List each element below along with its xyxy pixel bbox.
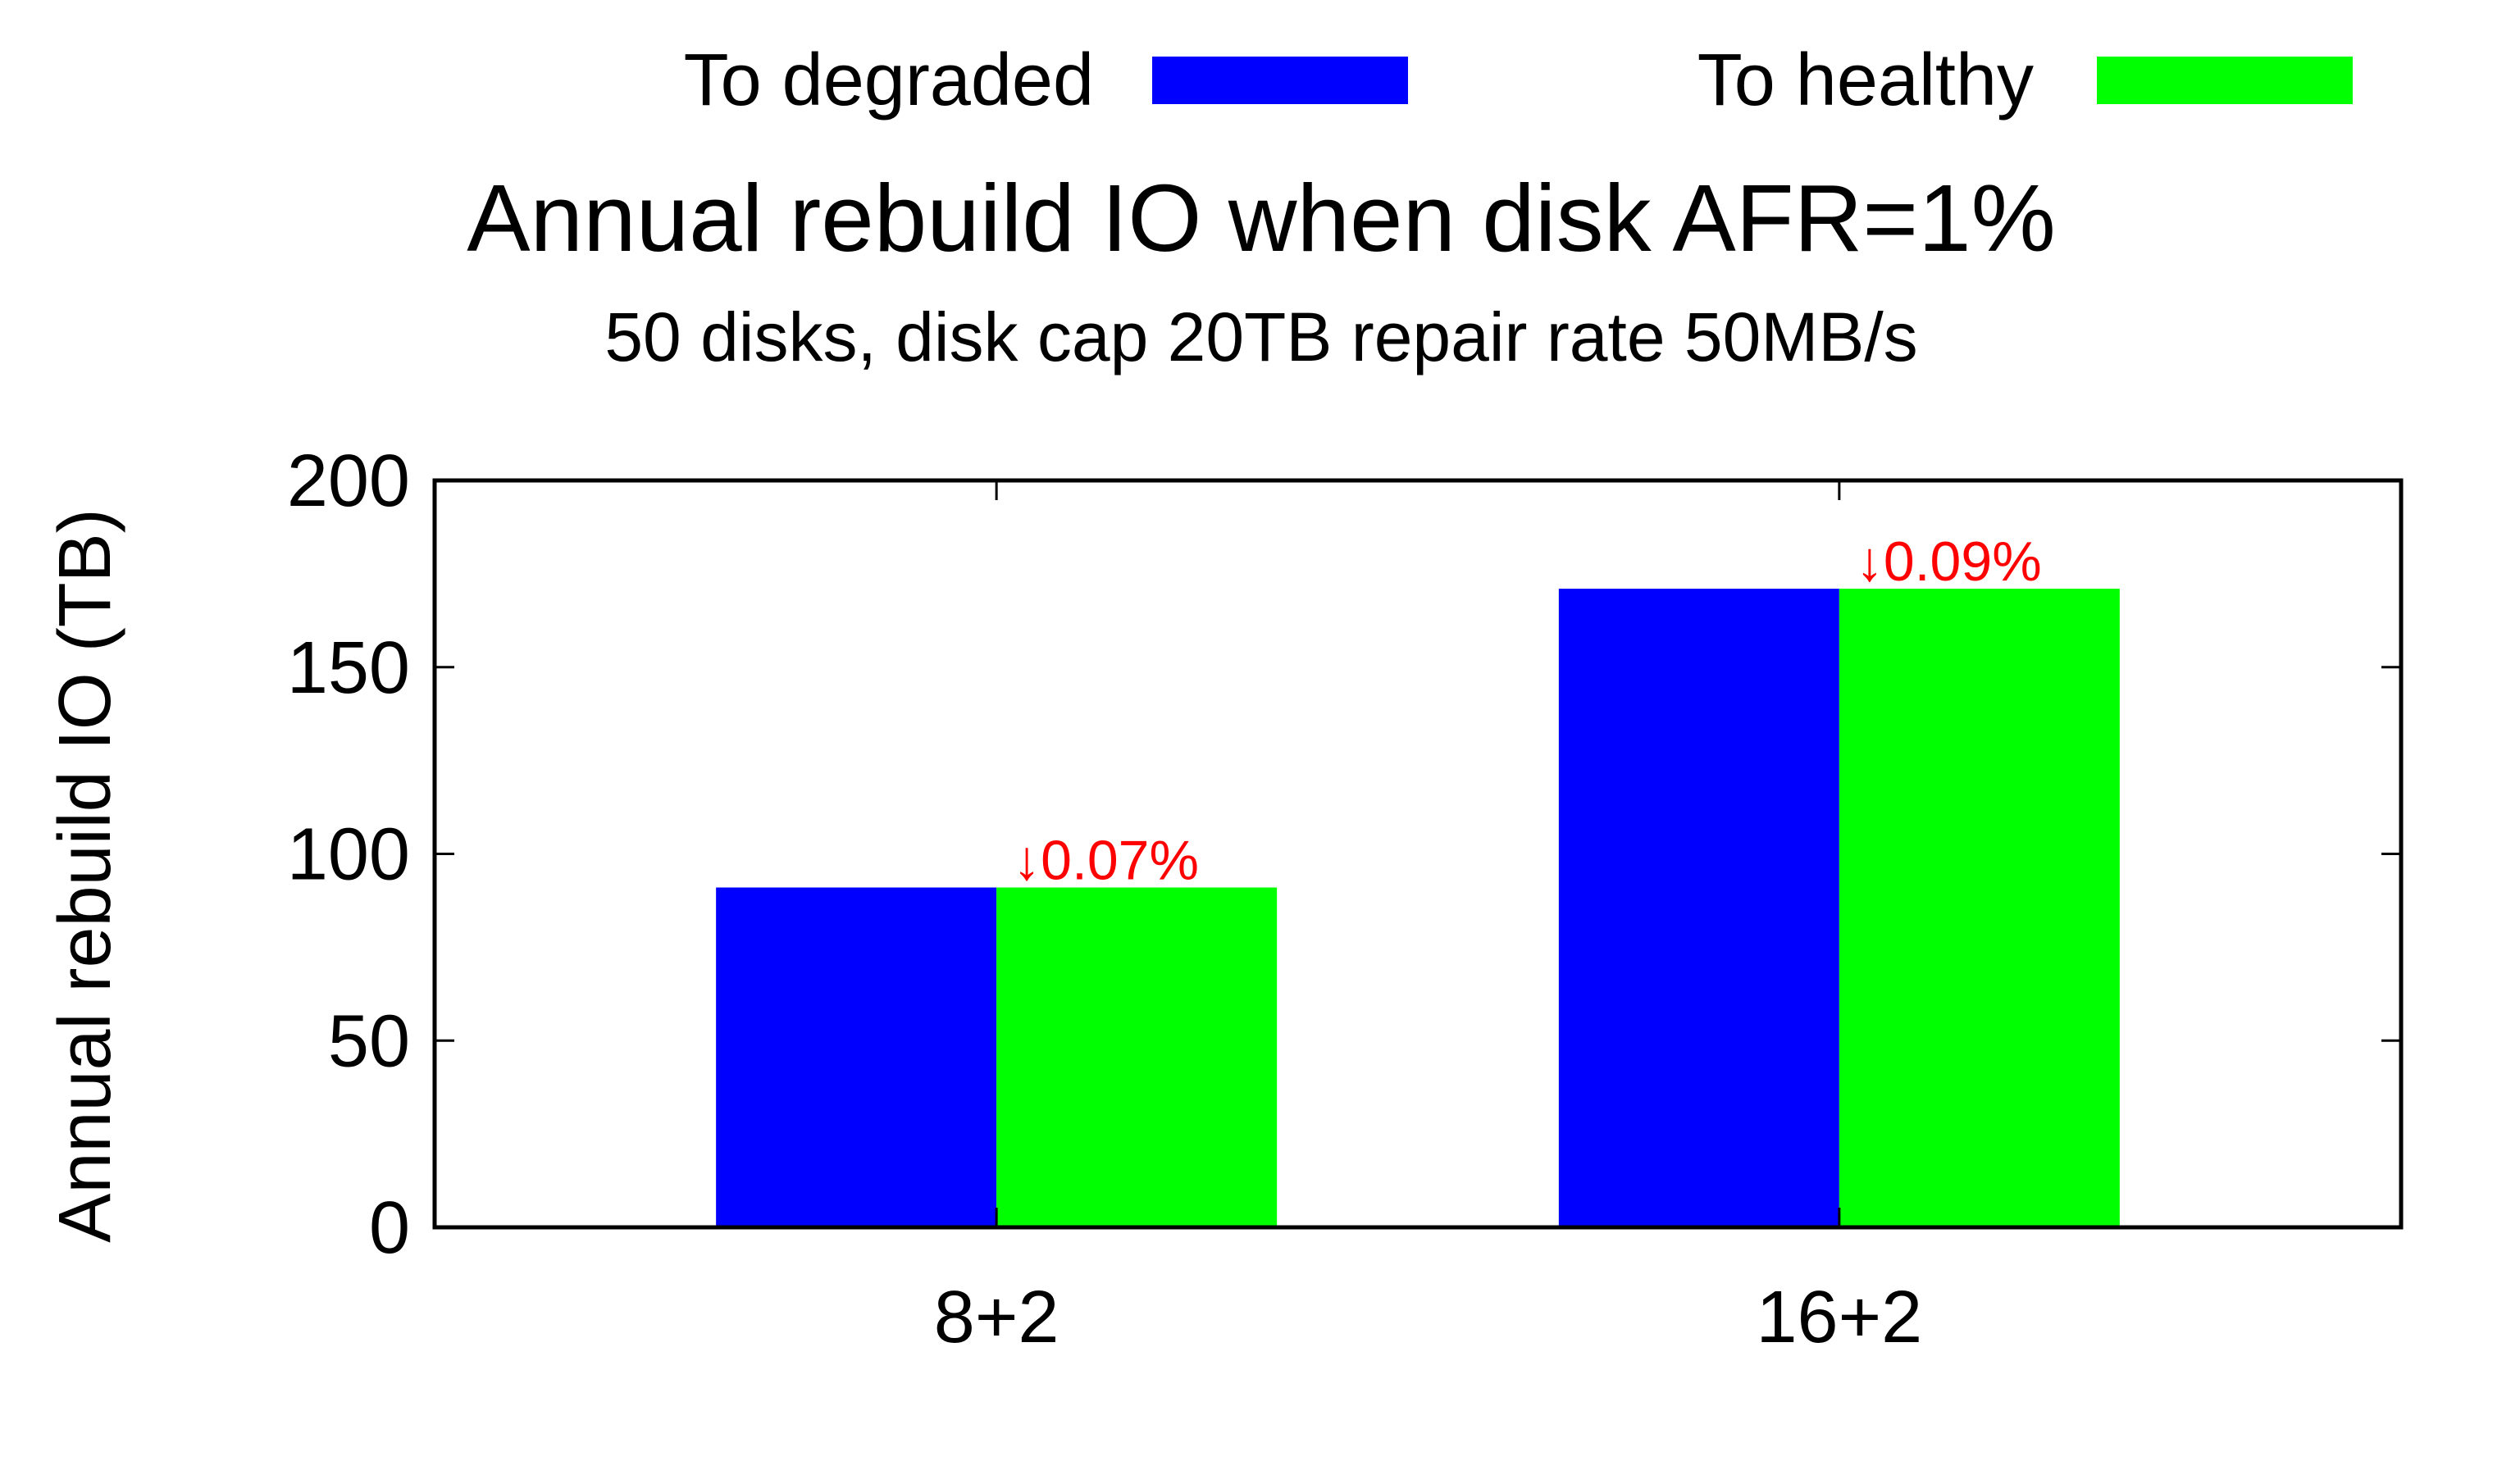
y-tick-label: 0 <box>369 1187 410 1269</box>
chart-subtitle: 50 disks, disk cap 20TB repair rate 50MB… <box>604 298 1917 375</box>
bars-group <box>716 589 2120 1227</box>
legend-swatch-to-healthy <box>2097 57 2353 104</box>
bar-to-healthy-8+2 <box>996 887 1278 1227</box>
legend-label-to-degraded: To degraded <box>684 39 1094 121</box>
y-tick-label: 50 <box>328 1000 410 1082</box>
x-tick-label: 16+2 <box>1756 1277 1922 1358</box>
y-tick-label: 150 <box>287 627 410 709</box>
bar-to-degraded-16+2 <box>1558 589 1839 1227</box>
bar-to-degraded-8+2 <box>716 887 997 1227</box>
x-tick-label: 8+2 <box>934 1277 1059 1358</box>
y-tick-label: 200 <box>287 440 410 522</box>
legend: To degraded To healthy <box>684 39 2353 121</box>
chart-title: Annual rebuild IO when disk AFR=1% <box>467 165 2056 271</box>
annotations-group: ↓0.07% ↓0.09% <box>1013 530 2042 891</box>
bar-annotation: ↓0.07% <box>1013 829 1199 891</box>
y-axis-label: Annual rebuild IO (TB) <box>44 508 126 1242</box>
bar-to-healthy-16+2 <box>1839 589 2120 1227</box>
legend-label-to-healthy: To healthy <box>1697 39 2034 121</box>
plot-frame <box>432 478 2404 1230</box>
legend-swatch-to-degraded <box>1152 57 1408 104</box>
bar-annotation: ↓0.09% <box>1856 530 2042 593</box>
ticks-group: 0 50 100 150 200 8+2 16+2 <box>287 440 2401 1358</box>
y-tick-label: 100 <box>287 814 410 896</box>
